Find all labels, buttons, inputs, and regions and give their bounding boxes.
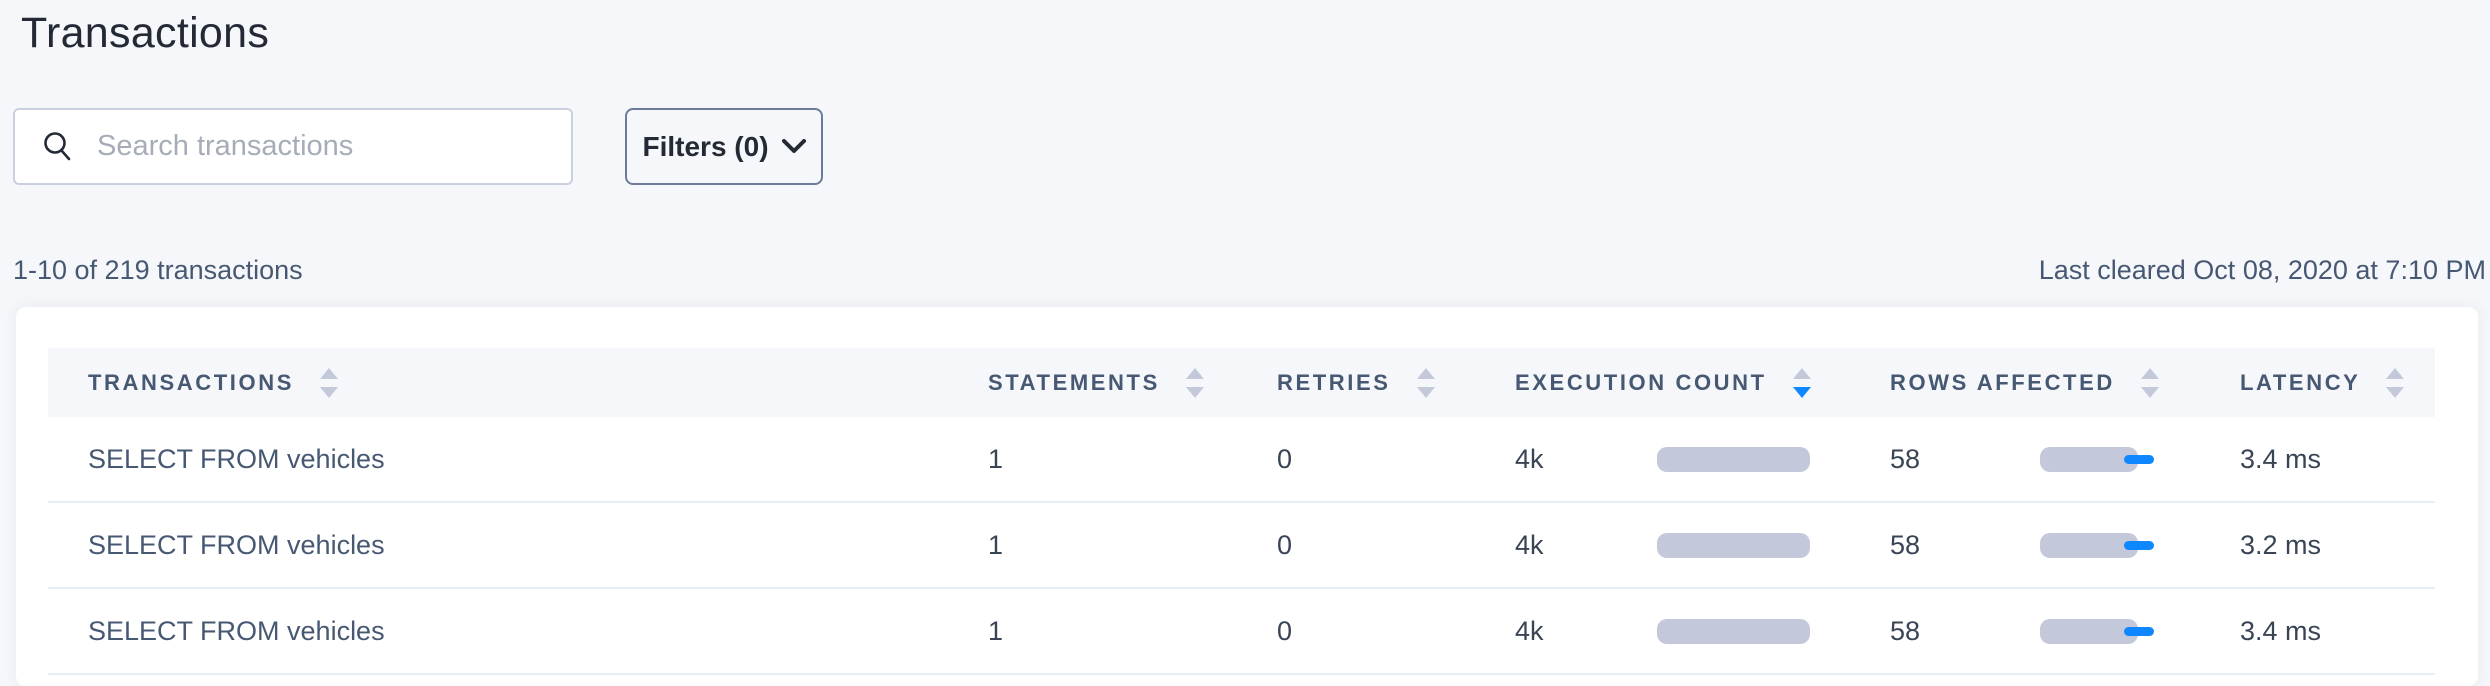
- column-header-label: Retries: [1277, 369, 1391, 395]
- statements-cell: 1: [988, 615, 1004, 646]
- execution-count-cell: 4k: [1515, 530, 1890, 561]
- search-box[interactable]: [13, 108, 573, 185]
- filters-button-label: Filters (0): [642, 130, 769, 162]
- column-header-latency[interactable]: Latency: [2240, 367, 2435, 398]
- latency-cell: 3.4 ms: [2240, 615, 2322, 646]
- column-header-label: Latency: [2240, 369, 2361, 395]
- search-input[interactable]: [97, 110, 571, 183]
- sort-asc-icon[interactable]: [1416, 367, 1435, 379]
- column-header-rows-affected[interactable]: Rows Affected: [1890, 367, 2240, 398]
- page-title: Transactions: [21, 9, 270, 57]
- sort-icons[interactable]: [319, 367, 338, 398]
- sort-asc-icon[interactable]: [1185, 367, 1204, 379]
- sort-icons[interactable]: [1792, 367, 1811, 398]
- sort-icons[interactable]: [1185, 367, 1204, 398]
- rows-affected-bar-fill: [2040, 532, 2138, 558]
- sort-asc-icon[interactable]: [319, 367, 338, 379]
- rows-affected-bar: [2040, 532, 2154, 558]
- column-header-label: Statements: [988, 369, 1160, 395]
- sort-asc-icon[interactable]: [2140, 367, 2159, 379]
- execution-count-cell: 4k: [1515, 616, 1890, 647]
- sort-icons[interactable]: [1416, 367, 1435, 398]
- execution-count-cell: 4k: [1515, 444, 1890, 475]
- execution-count-bar: [1657, 446, 1810, 472]
- rows-affected-cell: 58: [1890, 444, 2240, 475]
- column-header-statements[interactable]: Statements: [988, 367, 1277, 398]
- table-row[interactable]: SELECT FROM vehicles 1 0 4k 58 3.4 ms: [48, 417, 2435, 503]
- statements-cell: 1: [988, 443, 1004, 474]
- chevron-down-icon: [781, 139, 806, 153]
- rows-affected-value: 58: [1890, 443, 1921, 474]
- sort-desc-icon[interactable]: [1185, 386, 1204, 398]
- sort-icons[interactable]: [2140, 367, 2159, 398]
- last-cleared-text: Last cleared Oct 08, 2020 at 7:10 PM: [2038, 254, 2486, 285]
- transactions-table-card: Transactions Statements Retries: [16, 307, 2478, 686]
- sort-desc-icon[interactable]: [1416, 386, 1435, 398]
- execution-count-value: 4k: [1515, 443, 1544, 474]
- retries-cell: 0: [1277, 443, 1293, 474]
- stddev-marker: [2124, 540, 2154, 550]
- column-header-label: Transactions: [88, 369, 294, 395]
- execution-count-value: 4k: [1515, 615, 1544, 646]
- execution-count-value: 4k: [1515, 529, 1544, 560]
- transaction-link[interactable]: SELECT FROM vehicles: [88, 443, 385, 474]
- rows-affected-bar: [2040, 446, 2154, 472]
- sort-asc-icon[interactable]: [1792, 367, 1811, 379]
- summary-row: 1-10 of 219 transactions Last cleared Oc…: [13, 252, 2486, 288]
- rows-affected-bar-fill: [2040, 618, 2138, 644]
- sort-asc-icon[interactable]: [2386, 367, 2405, 379]
- rows-affected-value: 58: [1890, 529, 1921, 560]
- rows-affected-bar: [2040, 618, 2154, 644]
- filters-button[interactable]: Filters (0): [625, 108, 823, 185]
- stddev-marker: [2124, 626, 2154, 636]
- column-header-label: Rows Affected: [1890, 369, 2115, 395]
- transaction-link[interactable]: SELECT FROM vehicles: [88, 615, 385, 646]
- sort-desc-icon[interactable]: [2386, 386, 2405, 398]
- table-row[interactable]: SELECT FROM vehicles 1 0 4k 58 3.2 ms: [48, 503, 2435, 589]
- stddev-marker: [2124, 454, 2154, 464]
- transaction-link[interactable]: SELECT FROM vehicles: [88, 529, 385, 560]
- sort-icons[interactable]: [2386, 367, 2405, 398]
- column-header-transactions[interactable]: Transactions: [48, 367, 988, 398]
- table-row[interactable]: SELECT FROM vehicles 1 0 4k 58 3.4 ms: [48, 589, 2435, 675]
- result-count-text: 1-10 of 219 transactions: [13, 254, 303, 285]
- latency-cell: 3.2 ms: [2240, 529, 2322, 560]
- sort-desc-icon[interactable]: [1792, 386, 1811, 398]
- retries-cell: 0: [1277, 529, 1293, 560]
- table-header-row: Transactions Statements Retries: [48, 348, 2435, 417]
- column-header-execution-count[interactable]: Execution Count: [1515, 367, 1890, 398]
- retries-cell: 0: [1277, 615, 1293, 646]
- rows-affected-cell: 58: [1890, 616, 2240, 647]
- rows-affected-value: 58: [1890, 615, 1921, 646]
- rows-affected-cell: 58: [1890, 530, 2240, 561]
- column-header-label: Execution Count: [1515, 369, 1767, 395]
- statements-cell: 1: [988, 529, 1004, 560]
- column-header-retries[interactable]: Retries: [1277, 367, 1515, 398]
- search-icon: [44, 131, 71, 160]
- execution-count-bar: [1657, 618, 1810, 644]
- sort-desc-icon[interactable]: [2140, 386, 2159, 398]
- execution-count-bar: [1657, 532, 1810, 558]
- sort-desc-icon[interactable]: [319, 386, 338, 398]
- rows-affected-bar-fill: [2040, 446, 2138, 472]
- latency-cell: 3.4 ms: [2240, 443, 2322, 474]
